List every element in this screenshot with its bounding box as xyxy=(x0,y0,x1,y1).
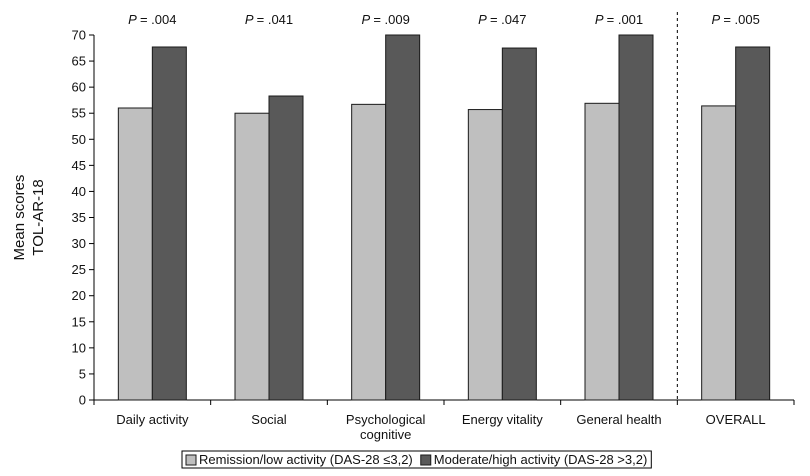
p-value-label: P = .047 xyxy=(478,12,526,27)
p-symbol: P xyxy=(478,12,490,27)
legend: Remission/low activity (DAS-28 ≤3,2) Mode… xyxy=(181,450,652,469)
bars xyxy=(117,34,771,401)
y-tick-label: 40 xyxy=(72,184,86,199)
legend-swatch xyxy=(420,454,432,466)
category-labels: Daily activity Social Psychologicalcogniti… xyxy=(116,412,765,442)
bar-moderate-high-0 xyxy=(151,46,187,401)
p-value-label: P = .041 xyxy=(245,12,293,27)
bar-moderate-high-2 xyxy=(385,34,421,401)
category-label: Psychological xyxy=(346,412,426,427)
p-symbol: P xyxy=(128,12,140,27)
p-symbol: P xyxy=(595,12,607,27)
p-values: P = .004 P = .041 P = .009 P = .047 P = .001… xyxy=(128,12,760,27)
bar-moderate-high-1 xyxy=(268,95,304,401)
bar-remission-low-2 xyxy=(351,103,387,401)
category-label: Daily activity xyxy=(116,412,189,427)
category-label: OVERALL xyxy=(706,412,766,427)
p-value-label: P = .001 xyxy=(595,12,643,27)
x-axis xyxy=(93,12,795,405)
bar-moderate-high-4 xyxy=(618,34,654,401)
y-tick-label: 60 xyxy=(72,80,86,95)
legend-label: Moderate/high activity (DAS-28 >3,2) xyxy=(434,452,648,467)
p-value: = .005 xyxy=(723,12,760,27)
bar-remission-low-5 xyxy=(701,105,737,401)
y-tick-label: 20 xyxy=(72,288,86,303)
p-value: = .009 xyxy=(373,12,410,27)
y-axis-label: Mean scores TOL-AR-18 xyxy=(11,175,47,261)
bar-remission-low-3 xyxy=(467,109,503,401)
bar-remission-low-4 xyxy=(584,102,620,401)
y-tick-label: 25 xyxy=(72,262,86,277)
y-tick-label: 55 xyxy=(72,106,86,121)
y-tick-label: 70 xyxy=(72,28,86,43)
y-tick-label: 5 xyxy=(79,366,86,381)
legend-item: Remission/low activity (DAS-28 ≤3,2) xyxy=(185,452,413,467)
y-axis: 0 5 10 15 20 25 30 35 40 45 50 55 60 65 70 xyxy=(72,28,95,408)
p-value: = .001 xyxy=(607,12,644,27)
legend-item: Moderate/high activity (DAS-28 >3,2) xyxy=(420,452,648,467)
y-tick-label: 10 xyxy=(72,340,86,355)
category-label: General health xyxy=(576,412,661,427)
category-label: Social xyxy=(251,412,287,427)
bar-remission-low-1 xyxy=(234,112,270,401)
category-label: cognitive xyxy=(360,427,411,442)
p-symbol: P xyxy=(362,12,374,27)
y-tick-label: 35 xyxy=(72,210,86,225)
p-value-label: P = .004 xyxy=(128,12,176,27)
bar-remission-low-0 xyxy=(117,107,153,401)
bar-moderate-high-5 xyxy=(735,46,771,401)
p-symbol: P xyxy=(245,12,257,27)
p-value: = .041 xyxy=(257,12,294,27)
y-axis-label-line: Mean scores xyxy=(11,175,28,261)
y-tick-label: 50 xyxy=(72,132,86,147)
p-symbol: P xyxy=(712,12,724,27)
y-tick-label: 0 xyxy=(79,393,86,408)
y-tick-label: 45 xyxy=(72,158,86,173)
y-tick-label: 15 xyxy=(72,314,86,329)
p-value: = .004 xyxy=(140,12,177,27)
y-tick-label: 30 xyxy=(72,236,86,251)
p-value: = .047 xyxy=(490,12,527,27)
y-axis-label-line: TOL-AR-18 xyxy=(30,179,47,255)
category-label: Energy vitality xyxy=(462,412,543,427)
y-tick-label: 65 xyxy=(72,54,86,69)
legend-label: Remission/low activity (DAS-28 ≤3,2) xyxy=(199,452,413,467)
p-value-label: P = .005 xyxy=(712,12,760,27)
legend-swatch xyxy=(185,454,197,466)
p-value-label: P = .009 xyxy=(362,12,410,27)
bar-moderate-high-3 xyxy=(501,47,537,401)
legend-border xyxy=(181,450,652,469)
